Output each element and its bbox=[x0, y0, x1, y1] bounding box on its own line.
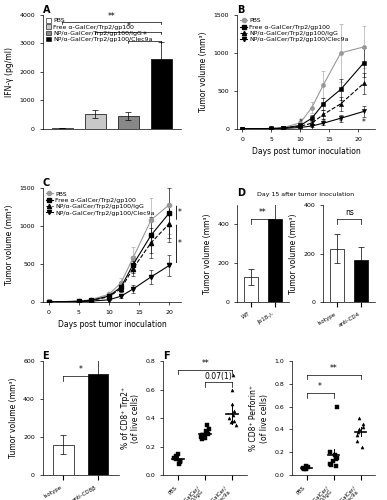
Text: *: * bbox=[178, 208, 182, 217]
Y-axis label: % CD8⁺ Perforin⁺
(of live cells): % CD8⁺ Perforin⁺ (of live cells) bbox=[249, 385, 269, 451]
Point bbox=[354, 437, 360, 445]
Text: A: A bbox=[43, 5, 50, 15]
Point bbox=[334, 454, 340, 462]
Point bbox=[360, 420, 366, 428]
Text: F: F bbox=[163, 351, 170, 361]
Text: E: E bbox=[43, 351, 49, 361]
Text: 0.07(1): 0.07(1) bbox=[205, 372, 233, 381]
Y-axis label: Tumor volume (mm³): Tumor volume (mm³) bbox=[9, 378, 18, 458]
Point bbox=[330, 458, 337, 466]
Legend: PBS, Free α-GalCer/Trp2/gp100, NP/α-GalCer/Trp2/gp100/IgG, NP/α-GalCer/Trp2/gp10: PBS, Free α-GalCer/Trp2/gp100, NP/α-GalC… bbox=[46, 191, 154, 216]
Text: *: * bbox=[127, 22, 130, 31]
Text: **: ** bbox=[108, 12, 116, 22]
Point bbox=[228, 418, 234, 426]
Text: **: ** bbox=[330, 364, 337, 373]
Point bbox=[303, 462, 309, 470]
Y-axis label: Tumor volume (mm³): Tumor volume (mm³) bbox=[203, 214, 212, 294]
Text: **: ** bbox=[201, 359, 209, 368]
Bar bbox=[85, 114, 106, 129]
Bar bbox=[151, 59, 172, 129]
Point bbox=[358, 442, 365, 450]
Point bbox=[175, 450, 181, 458]
Point bbox=[332, 450, 339, 458]
Point bbox=[300, 464, 306, 472]
Point bbox=[200, 431, 207, 439]
Point bbox=[354, 428, 361, 436]
Point bbox=[328, 461, 334, 469]
Point bbox=[229, 417, 235, 425]
Point bbox=[305, 463, 312, 471]
Point bbox=[301, 466, 307, 473]
Point bbox=[303, 464, 310, 472]
Bar bbox=[354, 260, 368, 302]
Point bbox=[356, 426, 362, 434]
Point bbox=[333, 462, 339, 470]
Y-axis label: Tumor volume (mm³): Tumor volume (mm³) bbox=[289, 214, 298, 294]
Point bbox=[327, 460, 333, 468]
Point bbox=[204, 421, 210, 429]
Text: *: * bbox=[143, 31, 147, 40]
Point bbox=[231, 417, 237, 425]
Bar bbox=[53, 444, 74, 475]
Text: ns: ns bbox=[345, 208, 354, 216]
Point bbox=[171, 454, 177, 462]
Point bbox=[356, 414, 362, 422]
Bar bbox=[244, 277, 258, 302]
Y-axis label: % of CD8⁺ Trp2⁺
(of live cells): % of CD8⁺ Trp2⁺ (of live cells) bbox=[121, 387, 140, 449]
Point bbox=[177, 457, 183, 465]
Text: *: * bbox=[79, 366, 82, 374]
Text: *: * bbox=[318, 382, 322, 392]
X-axis label: Days post tumor inoculation: Days post tumor inoculation bbox=[252, 147, 360, 156]
Point bbox=[173, 456, 179, 464]
Point bbox=[198, 432, 204, 440]
Point bbox=[327, 448, 334, 456]
Point bbox=[354, 431, 361, 439]
Point bbox=[204, 428, 210, 436]
Y-axis label: Tumor volume (mm³): Tumor volume (mm³) bbox=[199, 32, 208, 112]
Point bbox=[303, 466, 309, 473]
Point bbox=[360, 423, 366, 431]
Bar bbox=[87, 374, 108, 475]
Point bbox=[176, 460, 182, 468]
Point bbox=[230, 372, 236, 380]
Point bbox=[226, 414, 232, 422]
Y-axis label: Tumor volume (mm³): Tumor volume (mm³) bbox=[5, 205, 14, 285]
Text: *: * bbox=[322, 118, 325, 126]
Text: D: D bbox=[237, 188, 245, 198]
Point bbox=[233, 421, 239, 429]
Text: *: * bbox=[362, 118, 366, 126]
Point bbox=[205, 430, 211, 438]
Point bbox=[199, 431, 205, 439]
Y-axis label: IFN-γ (pg/ml): IFN-γ (pg/ml) bbox=[5, 47, 14, 97]
Text: **: ** bbox=[259, 208, 267, 216]
Point bbox=[206, 426, 212, 434]
Point bbox=[334, 402, 340, 410]
Text: *: * bbox=[339, 118, 342, 126]
Text: Day 15 after tumor inoculation: Day 15 after tumor inoculation bbox=[257, 192, 354, 198]
Point bbox=[229, 400, 235, 408]
Point bbox=[231, 407, 237, 415]
Point bbox=[333, 455, 339, 463]
Text: B: B bbox=[237, 5, 244, 15]
Bar bbox=[330, 248, 344, 302]
Bar bbox=[118, 116, 139, 129]
Text: *: * bbox=[298, 118, 302, 126]
Point bbox=[202, 434, 208, 442]
X-axis label: Days post tumor inoculation: Days post tumor inoculation bbox=[58, 320, 166, 329]
Bar bbox=[268, 218, 282, 302]
Text: C: C bbox=[43, 178, 50, 188]
Point bbox=[203, 427, 209, 435]
Bar bbox=[51, 128, 73, 129]
Point bbox=[229, 411, 236, 419]
Legend: PBS, Free α-GalCer/Trp2/gp100, NP/α-GalCer/Trp2/gp100/IgG, NP/α-GalCer/Trp2/gp10: PBS, Free α-GalCer/Trp2/gp100, NP/α-GalC… bbox=[46, 18, 153, 42]
Point bbox=[177, 458, 183, 466]
Point bbox=[177, 457, 183, 465]
Point bbox=[173, 452, 179, 460]
Legend: PBS, Free α-GalCer/Trp2/gp100, NP/α-GalCer/Trp2/gp100/IgG, NP/α-GalCer/Trp2/gp10: PBS, Free α-GalCer/Trp2/gp100, NP/α-GalC… bbox=[240, 18, 349, 42]
Point bbox=[199, 436, 205, 444]
Point bbox=[229, 386, 235, 394]
Text: *: * bbox=[178, 240, 182, 248]
Text: *: * bbox=[310, 118, 314, 126]
